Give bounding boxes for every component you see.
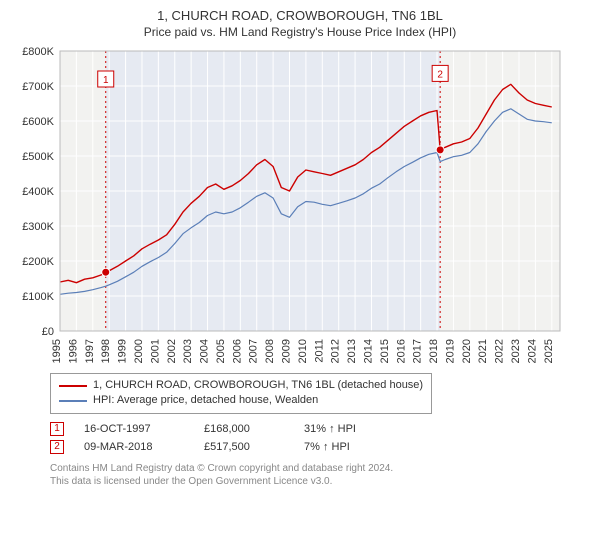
svg-text:£600K: £600K (22, 116, 54, 128)
svg-text:2024: 2024 (526, 339, 538, 363)
page-subtitle: Price paid vs. HM Land Registry's House … (10, 25, 590, 39)
svg-text:2022: 2022 (494, 339, 506, 363)
svg-text:2: 2 (437, 69, 443, 80)
svg-text:2010: 2010 (297, 339, 309, 363)
svg-text:1: 1 (103, 75, 109, 86)
sale-delta: 31% ↑ HPI (304, 423, 394, 435)
svg-text:2012: 2012 (330, 339, 342, 363)
svg-text:2006: 2006 (231, 339, 243, 363)
svg-text:2005: 2005 (215, 339, 227, 363)
svg-text:2002: 2002 (166, 339, 178, 363)
legend-row-hpi: HPI: Average price, detached house, Weal… (59, 393, 423, 408)
svg-text:1997: 1997 (84, 339, 96, 363)
legend-line-property (59, 385, 87, 387)
svg-text:£300K: £300K (22, 221, 54, 233)
svg-text:£800K: £800K (22, 46, 54, 58)
svg-text:2015: 2015 (379, 339, 391, 363)
page-title: 1, CHURCH ROAD, CROWBOROUGH, TN6 1BL (10, 8, 590, 25)
legend-label-property: 1, CHURCH ROAD, CROWBOROUGH, TN6 1BL (de… (93, 378, 423, 393)
svg-text:2021: 2021 (477, 339, 489, 363)
svg-text:2019: 2019 (444, 339, 456, 363)
svg-text:2017: 2017 (412, 339, 424, 363)
attribution-line: This data is licensed under the Open Gov… (50, 475, 590, 488)
table-row: 2 09-MAR-2018 £517,500 7% ↑ HPI (50, 438, 590, 456)
sale-price: £517,500 (204, 441, 284, 453)
svg-text:1995: 1995 (51, 339, 63, 363)
attribution-text: Contains HM Land Registry data © Crown c… (50, 462, 590, 488)
svg-text:£400K: £400K (22, 186, 54, 198)
svg-text:2020: 2020 (461, 339, 473, 363)
svg-text:£700K: £700K (22, 81, 54, 93)
sale-date: 09-MAR-2018 (84, 441, 184, 453)
svg-text:2023: 2023 (510, 339, 522, 363)
sale-price: £168,000 (204, 423, 284, 435)
svg-text:2025: 2025 (543, 339, 555, 363)
legend-label-hpi: HPI: Average price, detached house, Weal… (93, 393, 318, 408)
svg-text:2000: 2000 (133, 339, 145, 363)
svg-text:£500K: £500K (22, 151, 54, 163)
svg-text:1998: 1998 (100, 339, 112, 363)
svg-text:2016: 2016 (395, 339, 407, 363)
svg-text:2009: 2009 (281, 339, 293, 363)
sale-delta: 7% ↑ HPI (304, 441, 394, 453)
legend-line-hpi (59, 400, 87, 402)
svg-text:£100K: £100K (22, 291, 54, 303)
svg-text:2008: 2008 (264, 339, 276, 363)
price-chart: £0 £100K £200K £300K £400K £500K £600K £700K £80… (10, 45, 590, 365)
svg-text:2014: 2014 (362, 339, 374, 363)
svg-text:2013: 2013 (346, 339, 358, 363)
svg-text:2011: 2011 (313, 339, 325, 363)
svg-text:£200K: £200K (22, 256, 54, 268)
svg-text:2004: 2004 (199, 339, 211, 363)
sale-marker-2: 2 (50, 440, 64, 454)
sale-marker-1: 1 (50, 422, 64, 436)
legend-row-property: 1, CHURCH ROAD, CROWBOROUGH, TN6 1BL (de… (59, 378, 423, 393)
svg-text:1999: 1999 (117, 339, 129, 363)
svg-text:2003: 2003 (182, 339, 194, 363)
sales-table: 1 16-OCT-1997 £168,000 31% ↑ HPI 2 09-MA… (50, 420, 590, 456)
chart-legend: 1, CHURCH ROAD, CROWBOROUGH, TN6 1BL (de… (50, 373, 432, 414)
svg-text:2007: 2007 (248, 339, 260, 363)
attribution-line: Contains HM Land Registry data © Crown c… (50, 462, 590, 475)
svg-text:£0: £0 (42, 326, 54, 338)
table-row: 1 16-OCT-1997 £168,000 31% ↑ HPI (50, 420, 590, 438)
sale-date: 16-OCT-1997 (84, 423, 184, 435)
svg-text:2018: 2018 (428, 339, 440, 363)
svg-text:1996: 1996 (67, 339, 79, 363)
svg-text:2001: 2001 (149, 339, 161, 363)
